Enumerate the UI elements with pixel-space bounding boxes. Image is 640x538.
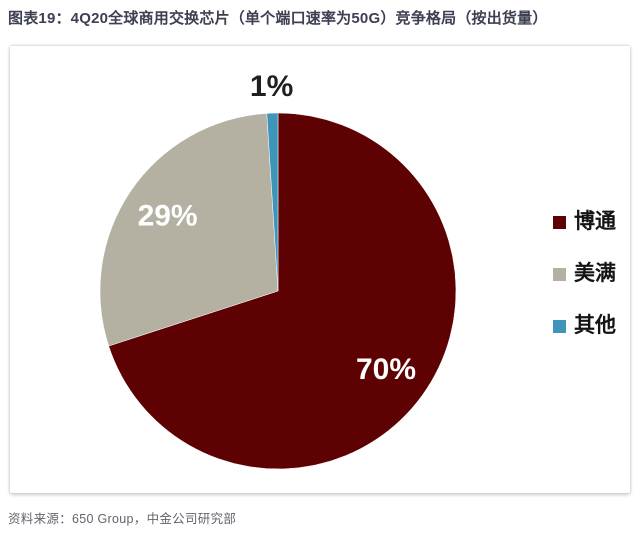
pie-slice-0	[108, 112, 457, 470]
legend-item-broadcom: 博通	[553, 209, 616, 236]
pie-slice-label-0: 70%	[356, 353, 416, 386]
pie-slice-label-2: 1%	[250, 70, 293, 103]
pie-chart: 70% 29% 1%	[99, 70, 457, 470]
chart-card: 70% 29% 1% 博通 美满 其他	[10, 46, 630, 493]
legend-item-marvell: 美满	[553, 261, 616, 288]
legend-swatch-marvell	[553, 267, 566, 281]
legend-label-marvell: 美满	[574, 261, 616, 285]
legend-label-broadcom: 博通	[574, 210, 616, 233]
legend-swatch-others	[553, 319, 566, 333]
legend-label-others: 其他	[574, 313, 616, 337]
legend-item-others: 其他	[553, 313, 616, 340]
source-note: 资料来源：650 Group，中金公司研究部	[8, 512, 237, 526]
chart-title: 图表19：4Q20全球商用交换芯片（单个端口速率为50G）竞争格局（按出货量）	[8, 10, 548, 27]
pie-slice-label-1: 29%	[138, 200, 198, 233]
pie-slice-1	[99, 113, 279, 347]
legend: 博通 美满 其他	[553, 209, 616, 340]
legend-swatch-broadcom	[553, 215, 566, 229]
pie-slice-2	[266, 112, 279, 292]
